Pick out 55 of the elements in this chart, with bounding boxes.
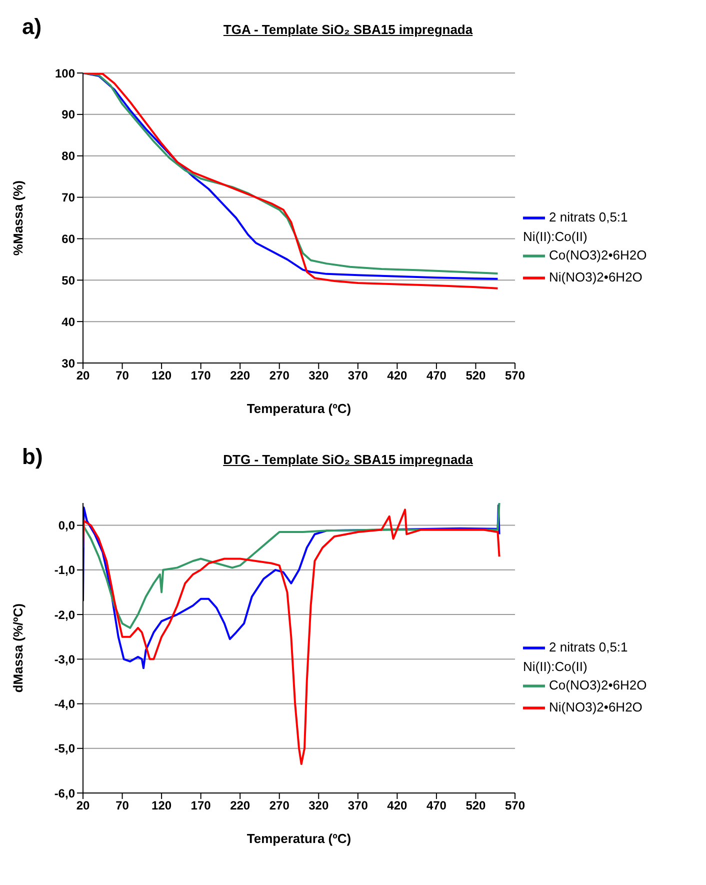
x-tick-label: 120 bbox=[152, 798, 172, 813]
legend-label: Ni(NO3)2•6H2O bbox=[549, 699, 642, 714]
y-tick-label: 70 bbox=[62, 190, 76, 205]
y-tick-label: 60 bbox=[62, 232, 76, 246]
x-tick-label: 520 bbox=[466, 368, 486, 383]
text: b) bbox=[22, 444, 43, 470]
x-tick-label: 70 bbox=[116, 368, 130, 383]
y-tick-label: 100 bbox=[54, 66, 76, 80]
y-tick-label: -5,0 bbox=[54, 742, 76, 756]
x-tick-label: 70 bbox=[116, 798, 130, 813]
x-axis-title: Temperatura (ºC) bbox=[246, 831, 352, 846]
x-tick-label: 220 bbox=[230, 798, 250, 813]
x-tick-label: 320 bbox=[308, 798, 329, 813]
x-tick-label: 270 bbox=[269, 798, 290, 813]
x-tick-label: 20 bbox=[76, 368, 90, 383]
y-tick-label: -4,0 bbox=[54, 697, 76, 712]
line-series bbox=[83, 504, 500, 670]
x-tick-label: 20 bbox=[76, 798, 90, 813]
chart-title: TGA - Template SiO₂ SBA15 impregnada bbox=[222, 22, 474, 37]
x-tick-label: 370 bbox=[348, 798, 368, 813]
x-tick-label: 370 bbox=[348, 368, 368, 383]
legend-label: Co(NO3)2•6H2O bbox=[549, 247, 647, 262]
legend-label: 2 nitrats 0,5:1 Ni(II):Co(II) bbox=[523, 639, 628, 674]
x-axis-title: Temperatura (ºC) bbox=[246, 401, 352, 416]
y-tick-label: 40 bbox=[62, 314, 76, 329]
x-tick-label: 570 bbox=[504, 368, 526, 383]
y-tick-label: 0,0 bbox=[58, 518, 76, 533]
x-tick-label: 220 bbox=[230, 368, 250, 383]
legend-label: Ni(NO3)2•6H2O bbox=[549, 269, 642, 284]
x-tick-label: 420 bbox=[387, 368, 408, 383]
legend-label: Co(NO3)2•6H2O bbox=[549, 677, 647, 692]
text: a) bbox=[22, 14, 42, 40]
y-tick-label: -3,0 bbox=[54, 652, 76, 666]
legend-label: 2 nitrats 0,5:1 Ni(II):Co(II) bbox=[523, 209, 628, 244]
y-tick-label: -1,0 bbox=[54, 563, 76, 578]
x-tick-label: 170 bbox=[190, 798, 212, 813]
x-tick-label: 120 bbox=[152, 368, 172, 383]
x-tick-label: 520 bbox=[466, 798, 486, 813]
y-tick-label: -6,0 bbox=[54, 786, 76, 800]
x-tick-label: 270 bbox=[269, 368, 290, 383]
y-tick-label: 80 bbox=[62, 149, 76, 164]
chart-title: DTG - Template SiO₂ SBA15 impregnada bbox=[222, 452, 474, 467]
y-axis-title: %Massa (%) bbox=[10, 180, 26, 256]
x-tick-label: 570 bbox=[504, 798, 526, 813]
x-tick-label: 470 bbox=[426, 798, 447, 813]
y-axis-title: dMassa (%/ºC) bbox=[10, 603, 26, 693]
x-tick-label: 320 bbox=[308, 368, 329, 383]
y-tick-label: 90 bbox=[62, 108, 76, 122]
y-tick-label: -2,0 bbox=[54, 608, 76, 622]
y-tick-label: 50 bbox=[62, 273, 76, 288]
x-tick-label: 170 bbox=[190, 368, 212, 383]
x-tick-label: 420 bbox=[387, 798, 408, 813]
y-tick-label: 30 bbox=[62, 356, 76, 370]
x-tick-label: 470 bbox=[426, 368, 447, 383]
line-series bbox=[83, 508, 500, 765]
